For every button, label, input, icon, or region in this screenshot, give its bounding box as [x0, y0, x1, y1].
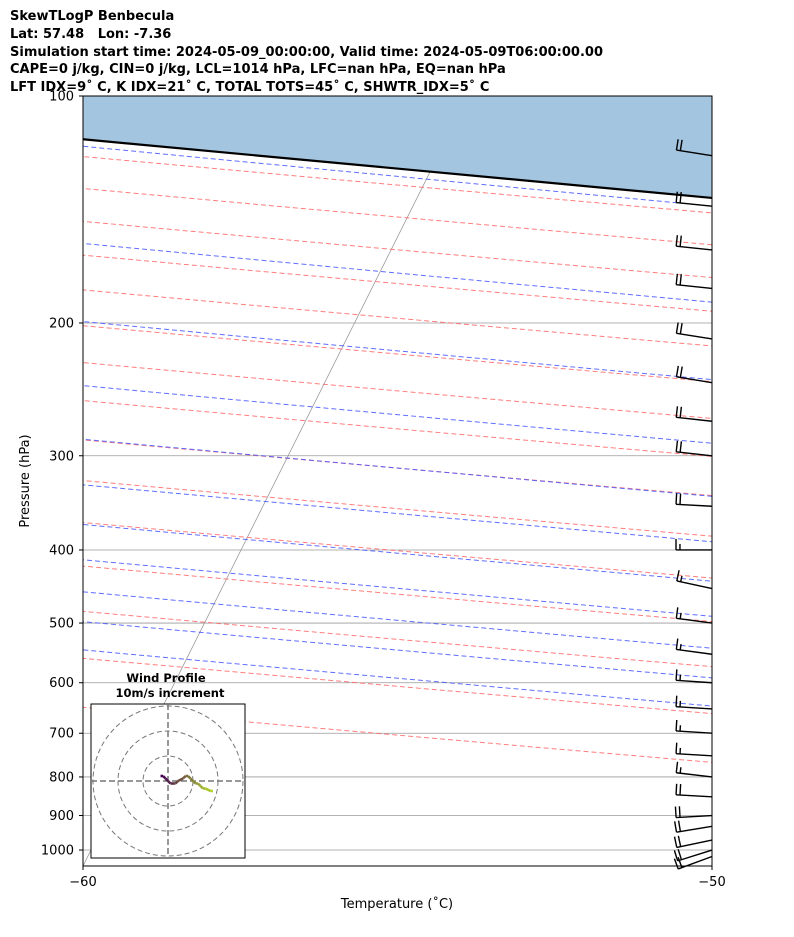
inset-subtitle: 10m/s increment	[116, 686, 225, 700]
wind-barb	[675, 638, 713, 655]
wind-barb	[675, 783, 713, 798]
moist-adiabat	[83, 621, 712, 679]
dry-adiabat	[418, 96, 712, 123]
wind-barb	[675, 695, 713, 710]
wind-barbs	[673, 139, 713, 870]
wind-barb	[675, 742, 713, 757]
simulation-times: Simulation start time: 2024-05-09_00:00:…	[10, 44, 603, 60]
y-tick-label: 1000	[41, 844, 74, 859]
x-tick-label: −60	[69, 875, 96, 890]
y-tick-label: 500	[49, 617, 74, 632]
moist-adiabat	[83, 385, 712, 444]
wind-barb	[675, 607, 713, 624]
hodograph-segment	[197, 782, 202, 787]
wind-barb	[673, 820, 713, 833]
cape-shading	[83, 96, 712, 198]
station-title: SkewTLogP Benbecula	[10, 9, 175, 24]
x-axis-label: Temperature (˚C)	[340, 896, 453, 912]
isotherm	[711, 865, 712, 866]
wind-barb	[675, 493, 713, 507]
wind-barb	[675, 365, 713, 384]
hodograph-segment	[204, 787, 212, 793]
wind-barb	[675, 322, 713, 340]
hodograph-segment	[167, 780, 172, 785]
wind-barb	[675, 669, 713, 684]
hodograph-segment	[192, 780, 197, 785]
y-tick-label: 800	[49, 770, 74, 785]
x-tick-label: −50	[698, 875, 725, 890]
wind-barb	[675, 538, 712, 551]
moist-adiabat	[83, 649, 712, 707]
y-tick-label: 300	[49, 449, 74, 464]
station-coordinates: Lat: 57.48 Lon: -7.36	[10, 26, 172, 42]
y-axis-label: Pressure (hPa)	[18, 434, 33, 527]
wind-barb	[673, 835, 713, 849]
hodograph-segment	[199, 785, 204, 790]
wind-barb	[675, 440, 713, 457]
hodograph-segment	[162, 775, 167, 780]
y-tick-label: 100	[49, 90, 74, 105]
wind-barb	[675, 719, 713, 734]
wind-barb	[673, 848, 713, 862]
wind-barb	[676, 570, 713, 590]
y-tick-label: 400	[49, 543, 74, 558]
wind-barb	[675, 761, 713, 778]
stability-indices: LFT IDX=9˚ C, K IDX=21˚ C, TOTAL TOTS=45…	[10, 80, 490, 96]
cape-area	[83, 96, 712, 198]
wind-barb	[673, 855, 713, 870]
hodograph-segment	[177, 777, 184, 783]
wind-barb	[675, 406, 713, 422]
hodograph-segment	[164, 777, 169, 782]
y-tick-label: 200	[49, 316, 74, 331]
convective-parameters: CAPE=0 j/kg, CIN=0 j/kg, LCL=1014 hPa, L…	[10, 62, 506, 78]
y-tick-label: 600	[49, 676, 74, 691]
inset-title: Wind Profile	[126, 671, 206, 685]
hodograph-segment	[189, 777, 194, 782]
plot-frame	[82, 95, 713, 867]
dry-adiabat	[83, 400, 712, 457]
hodograph-segment	[187, 775, 192, 780]
y-tick-label: 700	[49, 727, 74, 742]
dry-adiabat	[83, 362, 712, 419]
axes: −60−50−40−30−20−100102030401000900800700…	[41, 90, 726, 891]
wind-barb	[675, 235, 713, 251]
chart-header: SkewTLogP Benbecula Lat: 57.48 Lon: -7.3…	[10, 8, 603, 97]
y-tick-label: 900	[49, 809, 74, 824]
hodograph-segment	[182, 775, 187, 780]
wind-barb	[674, 806, 713, 819]
dry-adiabat	[745, 96, 794, 866]
wind-barb	[675, 139, 713, 157]
hodograph-segment	[174, 780, 179, 785]
wind-barb	[675, 191, 713, 207]
wind-profile-inset: Wind Profile 10m/s increment	[90, 671, 246, 859]
wind-barb	[675, 273, 713, 290]
